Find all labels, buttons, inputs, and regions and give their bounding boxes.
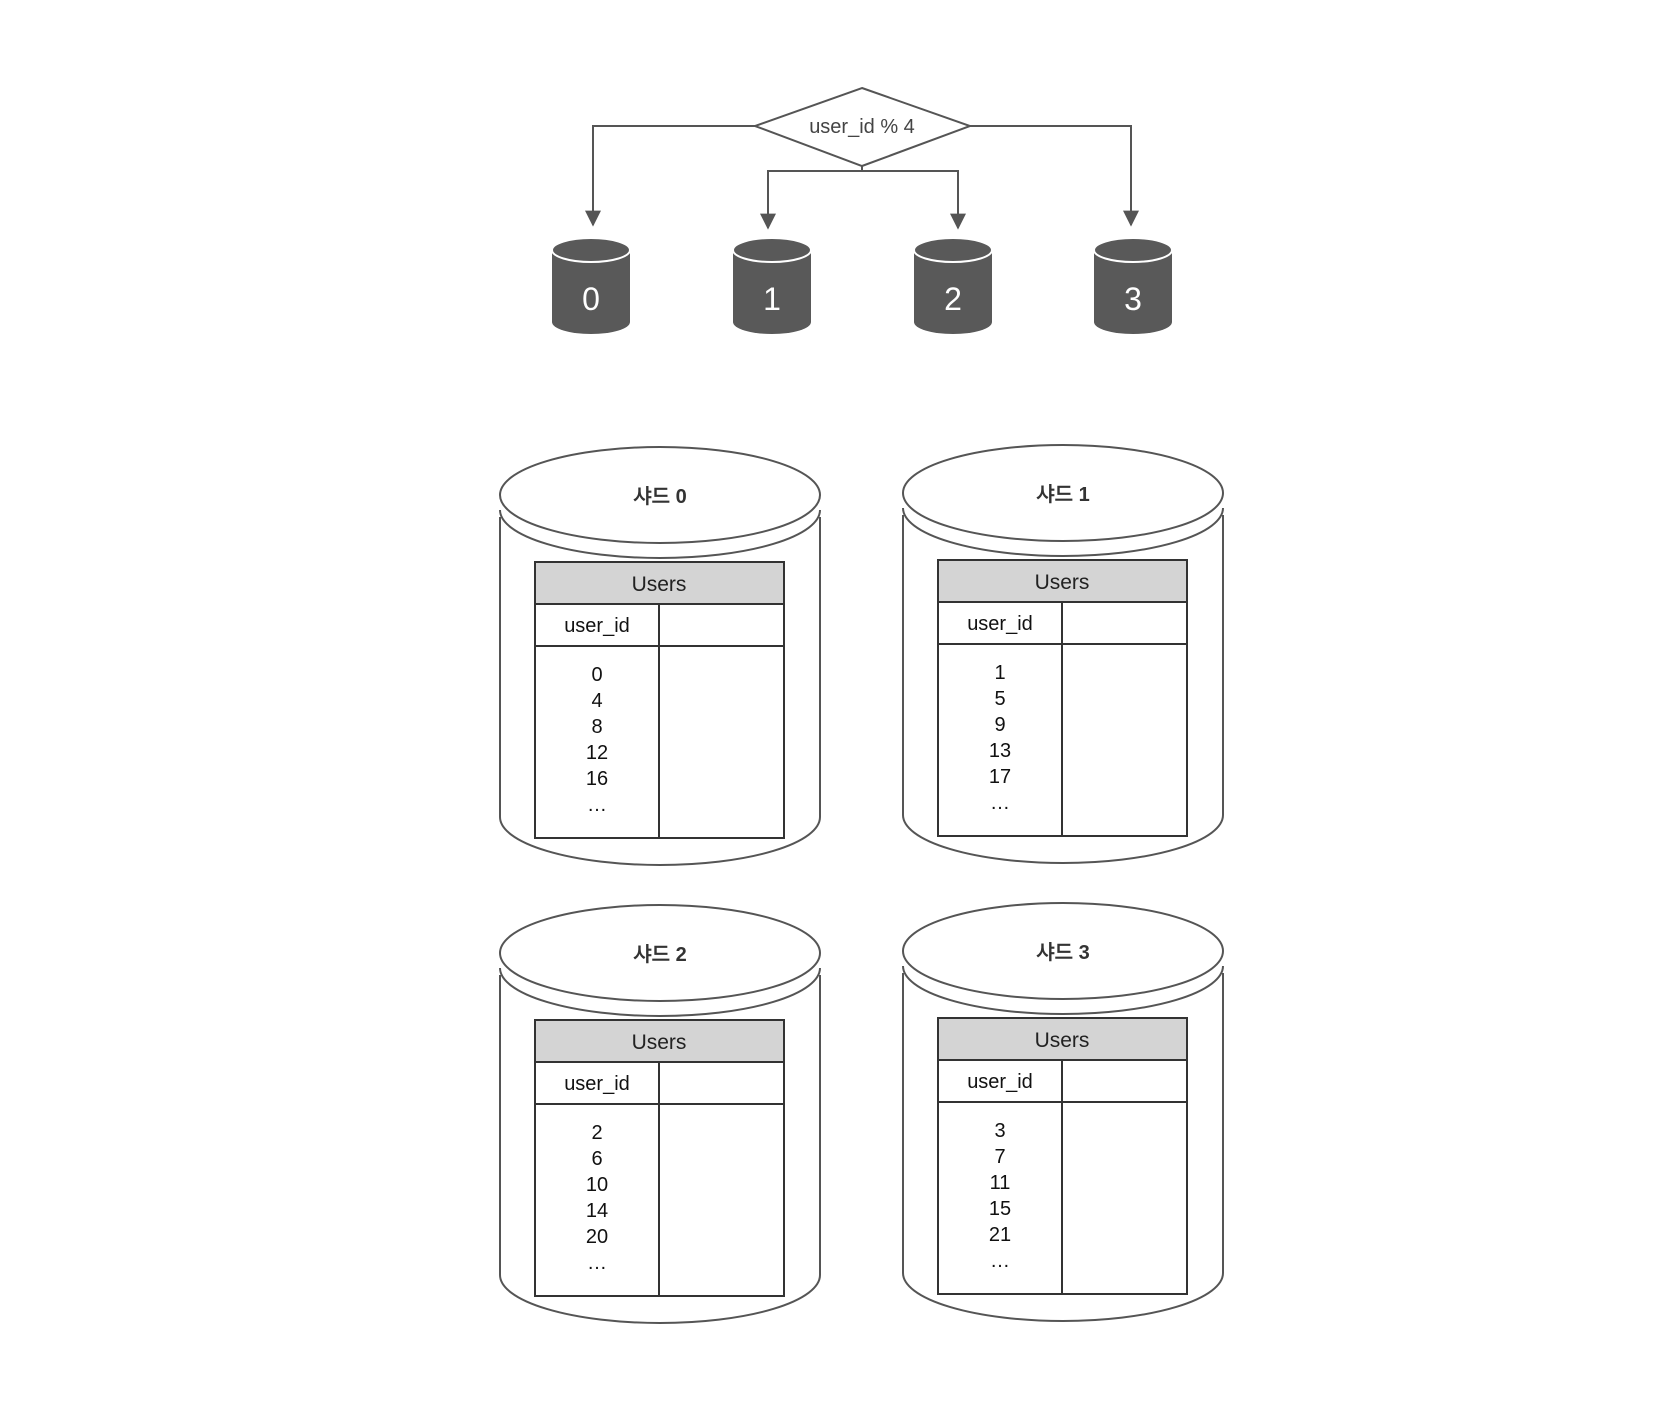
database-top bbox=[1093, 237, 1173, 263]
user-id-value: 3 bbox=[994, 1120, 1005, 1142]
router-label: user_id % 4 bbox=[809, 116, 915, 138]
shard-cylinder-rim bbox=[902, 965, 1224, 1015]
shard-cylinder-top bbox=[902, 902, 1224, 1000]
router-decision: user_id % 4 bbox=[752, 86, 973, 168]
database-label: 2 bbox=[944, 281, 962, 317]
database-top bbox=[551, 237, 631, 263]
user-id-value: 14 bbox=[586, 1200, 608, 1222]
column-header-user-id: user_id bbox=[967, 1071, 1033, 1093]
database-body bbox=[914, 250, 992, 334]
shard-0: 샤드 0 Users user_id 0 4 8 12 16 … bbox=[499, 446, 821, 866]
users-table: Users user_id 1 5 9 13 17 … bbox=[937, 559, 1188, 837]
table-name: Users bbox=[632, 1031, 687, 1054]
column-header-user-id: user_id bbox=[967, 613, 1033, 635]
connector-to-db-1 bbox=[760, 170, 862, 230]
user-id-value: 17 bbox=[989, 766, 1011, 788]
shard-cylinder-top bbox=[499, 446, 821, 544]
connector-to-db-3 bbox=[970, 125, 1139, 227]
database-label: 1 bbox=[763, 281, 781, 317]
shard-cylinder-top bbox=[902, 444, 1224, 542]
shard-title: 샤드 0 bbox=[633, 485, 686, 508]
user-id-value: … bbox=[587, 794, 607, 816]
user-id-value: 20 bbox=[586, 1226, 608, 1248]
small-database-1: 1 bbox=[732, 237, 812, 334]
users-table: Users user_id 3 7 11 15 21 … bbox=[937, 1017, 1188, 1295]
database-body bbox=[1094, 250, 1172, 334]
user-id-value: 7 bbox=[994, 1146, 1005, 1168]
table-header-cell bbox=[937, 1017, 1188, 1061]
database-label: 0 bbox=[582, 281, 600, 317]
router-connectors bbox=[585, 125, 1139, 230]
table-header-cell bbox=[534, 1019, 785, 1063]
user-id-value: 0 bbox=[591, 664, 602, 686]
shard-2: 샤드 2 Users user_id 2 6 10 14 20 … bbox=[499, 904, 821, 1324]
user-id-value: 1 bbox=[994, 662, 1005, 684]
database-body bbox=[733, 250, 811, 334]
user-id-value: … bbox=[990, 1250, 1010, 1272]
column-header-user-id: user_id bbox=[564, 1073, 630, 1095]
shard-cylinder-rim bbox=[499, 967, 821, 1017]
connector-to-db-0 bbox=[585, 125, 755, 227]
user-id-value: 16 bbox=[586, 768, 608, 790]
database-top bbox=[913, 237, 993, 263]
shard-cylinder-rim bbox=[902, 507, 1224, 557]
column-header-user-id: user_id bbox=[564, 615, 630, 637]
table-name: Users bbox=[1035, 1029, 1090, 1052]
shard-title: 샤드 1 bbox=[1036, 483, 1089, 506]
router-diamond bbox=[752, 86, 973, 168]
connector-to-db-2 bbox=[862, 170, 966, 230]
database-label: 3 bbox=[1124, 281, 1142, 317]
shard-1: 샤드 1 Users user_id 1 5 9 13 17 … bbox=[902, 444, 1224, 864]
shard-3: 샤드 3 Users user_id 3 7 11 15 21 … bbox=[902, 902, 1224, 1322]
users-table: Users user_id 0 4 8 12 16 … bbox=[534, 561, 785, 839]
database-top bbox=[732, 237, 812, 263]
small-database-2: 2 bbox=[913, 237, 993, 334]
small-database-3: 3 bbox=[1093, 237, 1173, 334]
small-database-0: 0 bbox=[551, 237, 631, 334]
user-id-value: 5 bbox=[994, 688, 1005, 710]
user-id-value: 15 bbox=[989, 1198, 1011, 1220]
database-body bbox=[552, 250, 630, 334]
user-id-value: 13 bbox=[989, 740, 1011, 762]
user-id-value: 10 bbox=[586, 1174, 608, 1196]
user-id-value: 9 bbox=[994, 714, 1005, 736]
table-name: Users bbox=[1035, 571, 1090, 594]
user-id-value: 6 bbox=[591, 1148, 602, 1170]
user-id-value: 12 bbox=[586, 742, 608, 764]
user-id-value: 8 bbox=[591, 716, 602, 738]
user-id-value: … bbox=[587, 1252, 607, 1274]
table-name: Users bbox=[632, 573, 687, 596]
shard-title: 샤드 2 bbox=[633, 943, 686, 966]
user-id-value: 21 bbox=[989, 1224, 1011, 1246]
user-id-value: 11 bbox=[990, 1172, 1011, 1194]
user-id-value: 2 bbox=[591, 1122, 602, 1144]
users-table: Users user_id 2 6 10 14 20 … bbox=[534, 1019, 785, 1297]
shard-title: 샤드 3 bbox=[1036, 941, 1089, 964]
shard-cylinder-top bbox=[499, 904, 821, 1002]
user-id-value: … bbox=[990, 792, 1010, 814]
user-id-value: 4 bbox=[591, 690, 602, 712]
shard-cylinder-rim bbox=[499, 509, 821, 559]
